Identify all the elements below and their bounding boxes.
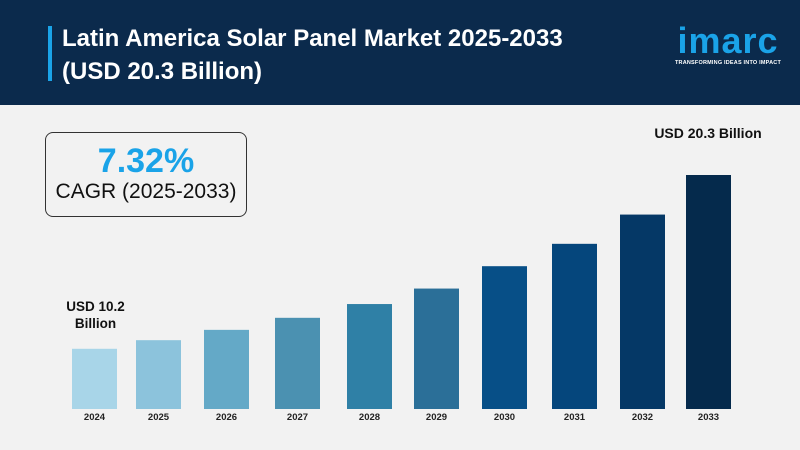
- x-tick-label: 2025: [148, 412, 170, 423]
- x-tick-label: 2026: [216, 412, 237, 423]
- x-tick-label: 2031: [564, 412, 586, 423]
- x-tick-label: 2024: [84, 412, 106, 423]
- logo-word: imarc: [677, 20, 779, 61]
- bar-2024: [72, 348, 117, 409]
- bar-2030: [482, 266, 527, 409]
- bar-2033: [686, 175, 731, 409]
- logo-tagline: TRANSFORMING IDEAS INTO IMPACT: [674, 60, 782, 66]
- bar-2026: [204, 329, 249, 409]
- bar-2028: [347, 304, 392, 409]
- cagr-box: 7.32% CAGR (2025-2033): [45, 132, 247, 217]
- x-tick-label: 2028: [359, 412, 380, 423]
- imarc-logo: imarc TRANSFORMING IDEAS INTO IMPACT: [672, 20, 784, 67]
- x-tick-label: 2029: [426, 412, 447, 423]
- cagr-label: CAGR (2025-2033): [55, 180, 237, 203]
- start-value-label: USD 10.2 Billion: [66, 299, 125, 331]
- cagr-value: 7.32%: [97, 142, 195, 180]
- x-tick-label: 2033: [698, 412, 719, 423]
- end-value-label: USD 20.3 Billion: [654, 125, 762, 141]
- bar-2031: [552, 243, 597, 409]
- title-accent-bar: [48, 26, 52, 81]
- page-title: Latin America Solar Panel Market 2025-20…: [62, 22, 563, 88]
- title-line-1: Latin America Solar Panel Market 2025-20…: [62, 25, 563, 52]
- bar-2027: [275, 317, 320, 409]
- bar-2025: [136, 340, 181, 409]
- bar-2029: [414, 288, 459, 409]
- x-tick-label: 2032: [632, 412, 653, 423]
- bar-2032: [620, 214, 665, 409]
- x-tick-label: 2027: [287, 412, 308, 423]
- title-line-2: (USD 20.3 Billion): [62, 58, 263, 85]
- header-banner: Latin America Solar Panel Market 2025-20…: [0, 0, 800, 105]
- x-tick-label: 2030: [494, 412, 515, 423]
